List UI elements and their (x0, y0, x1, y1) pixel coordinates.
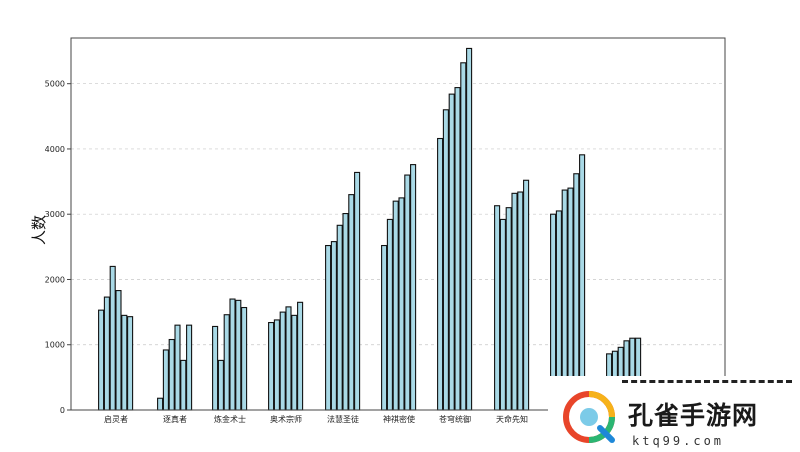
bar (354, 171, 361, 411)
bar (392, 200, 399, 411)
bar (241, 306, 248, 411)
y-tick-labels: 0 1000 2000 3000 4000 5000 (45, 80, 71, 415)
bar (398, 197, 405, 411)
bar (494, 205, 501, 411)
y-tick-label: 4000 (45, 145, 65, 154)
bar (291, 314, 298, 411)
bar (109, 265, 116, 411)
x-tick-label: 逐真者 (163, 414, 187, 424)
bar (279, 311, 286, 411)
bar (404, 174, 411, 411)
bar (186, 324, 193, 411)
bar (336, 224, 343, 411)
bar (499, 218, 506, 411)
x-tick-label: 神祺密使 (383, 414, 415, 424)
bar (517, 191, 524, 411)
bar (523, 179, 530, 411)
watermark-url: ktq99.com (632, 434, 725, 448)
bar (212, 325, 219, 411)
bar (285, 306, 292, 411)
bar (381, 244, 388, 411)
bar (121, 314, 128, 411)
bar (217, 359, 224, 411)
bar (579, 154, 586, 411)
watermark: 孔雀手游网 ktq99.com (548, 376, 800, 452)
x-tick-labels: 启灵者 逐真者 炼金术士 奥术宗师 法慧圣徒 神祺密使 苍穹统御 天命先知 (104, 414, 528, 424)
y-tick-label: 5000 (45, 80, 65, 89)
bars (98, 47, 642, 411)
bar (342, 213, 349, 411)
bar (410, 164, 417, 411)
bar (180, 359, 187, 411)
x-tick-label: 启灵者 (104, 414, 128, 424)
bar (573, 173, 580, 411)
x-tick-label: 法慧圣徒 (327, 414, 359, 424)
bar (442, 109, 449, 411)
axes (70, 37, 726, 411)
bar (466, 47, 473, 411)
bar (437, 137, 444, 411)
y-tick-label: 1000 (45, 341, 65, 350)
y-tick-label: 0 (60, 406, 65, 415)
bar (505, 207, 512, 411)
bar (511, 192, 518, 411)
bar (98, 309, 105, 411)
x-tick-label: 苍穹统御 (439, 414, 471, 424)
bar (348, 194, 355, 411)
bar (448, 93, 455, 411)
y-axis-label: 人数 (30, 215, 48, 245)
bar (115, 290, 122, 411)
bar (235, 299, 242, 411)
bar (103, 296, 110, 411)
x-tick-label: 天命先知 (496, 414, 528, 424)
bar (268, 321, 275, 411)
bar (127, 316, 134, 411)
bar (223, 314, 230, 411)
bar (325, 244, 332, 411)
bar (330, 241, 337, 411)
bar (174, 324, 181, 411)
bar (162, 349, 169, 411)
bar (157, 397, 164, 411)
bar (297, 301, 304, 411)
y-tick-label: 2000 (45, 275, 65, 284)
peacock-q-logo-icon (563, 391, 615, 443)
y-tick-label: 3000 (45, 210, 65, 219)
x-tick-label: 炼金术士 (214, 414, 246, 424)
watermark-dashes (622, 380, 792, 389)
bar (229, 298, 236, 411)
bar (386, 218, 393, 411)
plot-frame (70, 37, 726, 411)
bar (168, 338, 175, 411)
bar (460, 62, 467, 411)
bar (273, 319, 280, 411)
x-tick-label: 奥术宗师 (270, 414, 302, 424)
bar (454, 87, 461, 411)
watermark-name: 孔雀手游网 (628, 401, 759, 430)
